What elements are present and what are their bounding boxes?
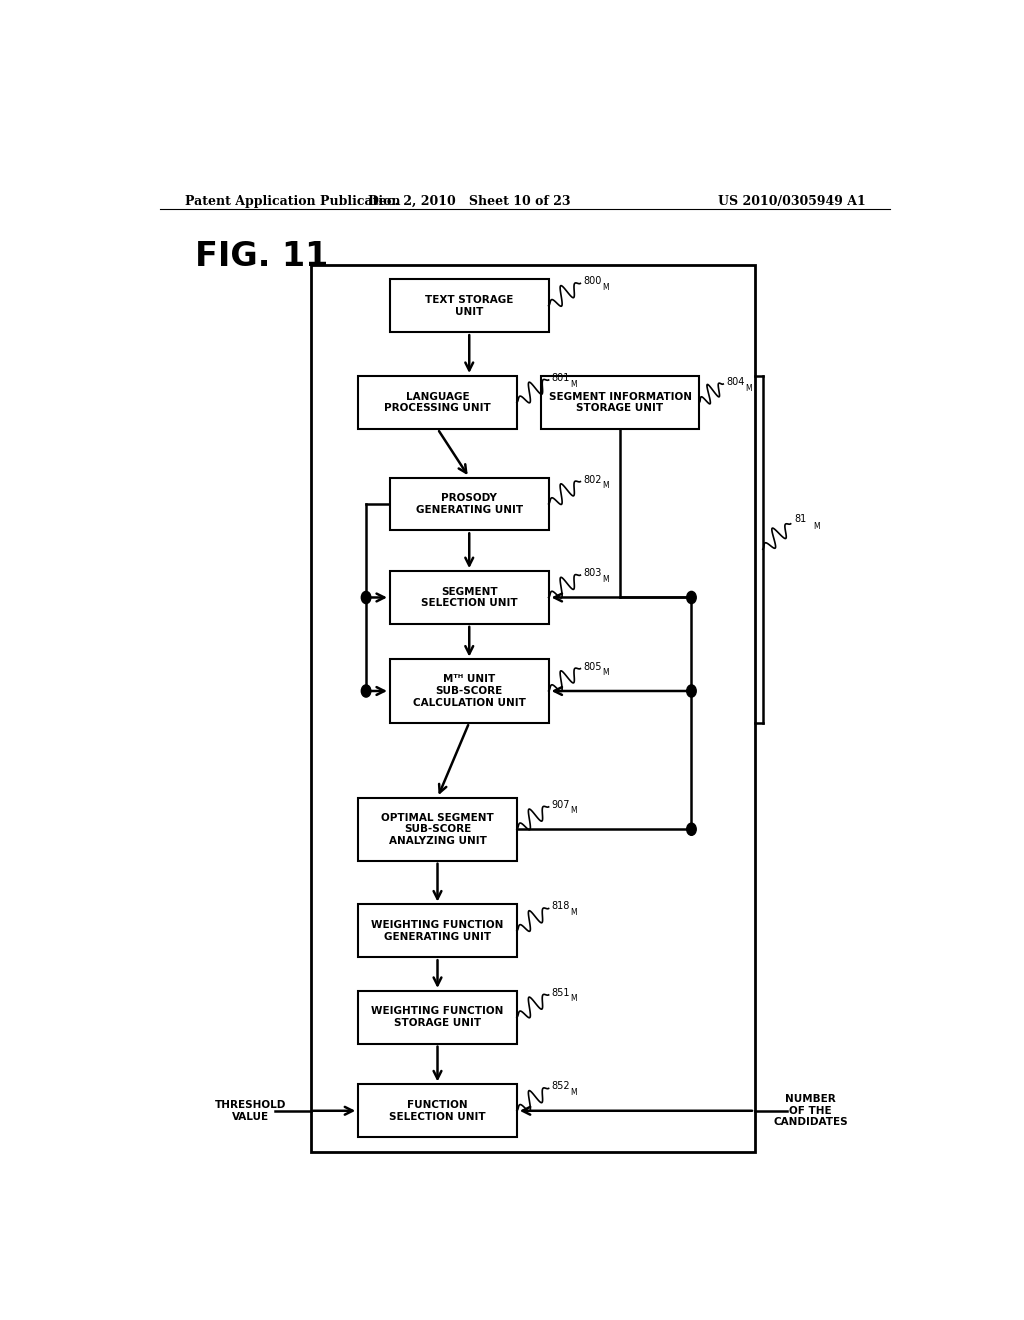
Circle shape bbox=[361, 685, 371, 697]
Text: 851: 851 bbox=[552, 987, 570, 998]
Bar bbox=[541, 376, 699, 429]
Text: OPTIMAL SEGMENT
SUB-SCORE
ANALYZING UNIT: OPTIMAL SEGMENT SUB-SCORE ANALYZING UNIT bbox=[381, 813, 494, 846]
Text: M: M bbox=[570, 807, 578, 816]
Text: SEGMENT INFORMATION
STORAGE UNIT: SEGMENT INFORMATION STORAGE UNIT bbox=[549, 392, 691, 413]
Text: NUMBER
OF THE
CANDIDATES: NUMBER OF THE CANDIDATES bbox=[773, 1094, 848, 1127]
Bar bbox=[390, 572, 549, 624]
Text: FUNCTION
SELECTION UNIT: FUNCTION SELECTION UNIT bbox=[389, 1100, 485, 1122]
Bar bbox=[358, 376, 517, 429]
Circle shape bbox=[687, 824, 696, 836]
Text: 852: 852 bbox=[552, 1081, 570, 1092]
Text: M: M bbox=[813, 523, 819, 532]
Text: WEIGHTING FUNCTION
STORAGE UNIT: WEIGHTING FUNCTION STORAGE UNIT bbox=[372, 1006, 504, 1028]
Bar bbox=[390, 478, 549, 531]
Text: M: M bbox=[745, 384, 752, 392]
Text: Dec. 2, 2010   Sheet 10 of 23: Dec. 2, 2010 Sheet 10 of 23 bbox=[368, 195, 570, 209]
Circle shape bbox=[687, 591, 696, 603]
Circle shape bbox=[687, 685, 696, 697]
Circle shape bbox=[361, 591, 371, 603]
Text: 804: 804 bbox=[726, 378, 744, 387]
Text: M: M bbox=[570, 380, 578, 388]
Text: WEIGHTING FUNCTION
GENERATING UNIT: WEIGHTING FUNCTION GENERATING UNIT bbox=[372, 920, 504, 941]
Text: THRESHOLD
VALUE: THRESHOLD VALUE bbox=[215, 1100, 287, 1122]
Text: 802: 802 bbox=[584, 475, 602, 484]
Bar bbox=[358, 1084, 517, 1138]
Bar bbox=[358, 797, 517, 861]
Text: 800: 800 bbox=[584, 276, 602, 286]
Text: M: M bbox=[570, 994, 578, 1003]
Text: 803: 803 bbox=[584, 568, 602, 578]
Text: Patent Application Publication: Patent Application Publication bbox=[185, 195, 400, 209]
Text: M: M bbox=[602, 282, 609, 292]
Text: US 2010/0305949 A1: US 2010/0305949 A1 bbox=[718, 195, 866, 209]
Text: M: M bbox=[570, 1088, 578, 1097]
Text: TEXT STORAGE
UNIT: TEXT STORAGE UNIT bbox=[425, 294, 513, 317]
Text: SEGMENT
SELECTION UNIT: SEGMENT SELECTION UNIT bbox=[421, 586, 517, 609]
Text: M: M bbox=[602, 482, 609, 490]
Text: M: M bbox=[602, 668, 609, 677]
Text: 81: 81 bbox=[795, 513, 807, 524]
Text: 801: 801 bbox=[552, 374, 570, 383]
Text: M: M bbox=[602, 574, 609, 583]
Text: PROSODY
GENERATING UNIT: PROSODY GENERATING UNIT bbox=[416, 494, 523, 515]
Text: LANGUAGE
PROCESSING UNIT: LANGUAGE PROCESSING UNIT bbox=[384, 392, 490, 413]
Bar bbox=[358, 904, 517, 957]
Bar bbox=[390, 660, 549, 722]
Text: 805: 805 bbox=[584, 661, 602, 672]
Text: M: M bbox=[570, 908, 578, 917]
Text: 818: 818 bbox=[552, 902, 570, 912]
Text: FIG. 11: FIG. 11 bbox=[196, 240, 329, 273]
Bar bbox=[310, 265, 755, 1152]
Text: Mᵀᴴ UNIT
SUB-SCORE
CALCULATION UNIT: Mᵀᴴ UNIT SUB-SCORE CALCULATION UNIT bbox=[413, 675, 525, 708]
Text: 907: 907 bbox=[552, 800, 570, 810]
Bar bbox=[390, 280, 549, 333]
Bar bbox=[358, 991, 517, 1044]
